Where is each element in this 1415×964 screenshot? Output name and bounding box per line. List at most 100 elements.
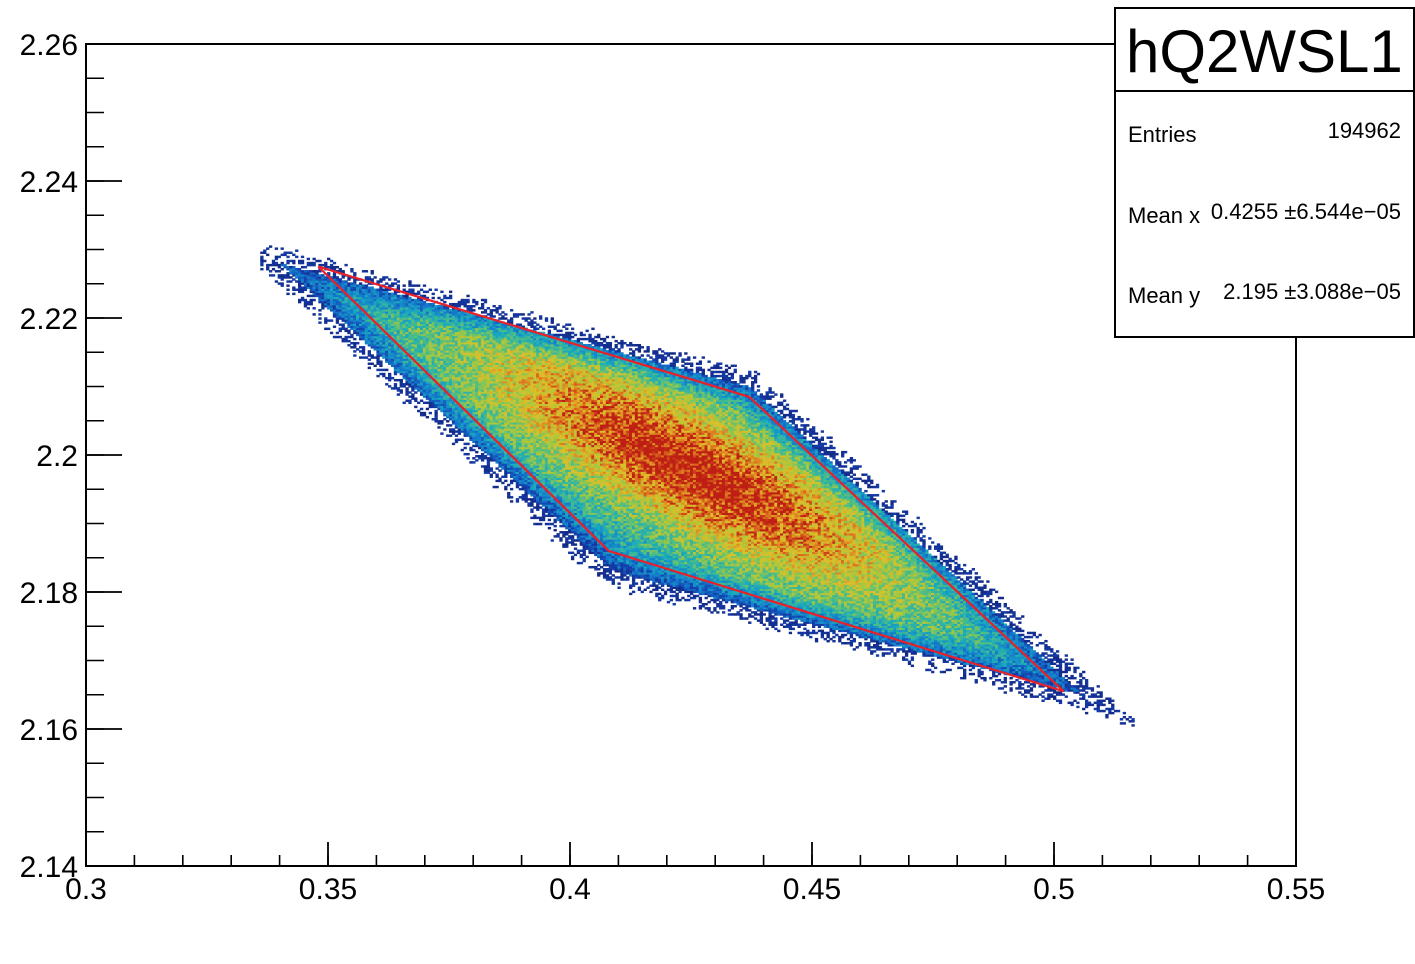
heatmap-cell: [495, 381, 499, 384]
heatmap-cell: [408, 344, 412, 347]
heatmap-cell: [515, 313, 520, 316]
heatmap-cell: [451, 418, 456, 421]
heatmap-cell: [469, 418, 473, 421]
heatmap-cell: [440, 368, 444, 372]
heatmap-cell: [396, 350, 401, 353]
heatmap-cell: [437, 385, 441, 388]
heatmap-cell: [428, 385, 432, 388]
heatmap-cell: [469, 362, 473, 365]
heatmap-cell: [469, 370, 473, 374]
heatmap-cell: [469, 356, 473, 359]
heatmap-cell: [367, 300, 371, 304]
heatmap-cell: [463, 422, 467, 425]
heatmap-cell: [341, 276, 345, 279]
heatmap-cell: [483, 436, 488, 439]
heatmap-cell: [361, 348, 366, 351]
heatmap-cell: [422, 356, 427, 359]
heatmap-cell: [329, 276, 334, 279]
heatmap-cell: [315, 259, 319, 263]
heatmap-cell: [425, 323, 430, 326]
heatmap-cell: [376, 307, 380, 310]
heatmap-cell: [367, 335, 371, 339]
heatmap-cell: [466, 457, 470, 460]
heatmap-cell: [486, 403, 491, 407]
heatmap-cell: [309, 261, 313, 265]
heatmap-cell: [478, 403, 482, 407]
heatmap-cell: [417, 284, 421, 287]
heatmap-cell: [489, 311, 493, 314]
heatmap-cell: [486, 358, 491, 361]
heatmap-cell: [443, 366, 447, 370]
heatmap-cell: [405, 321, 409, 324]
heatmap-cell: [428, 383, 432, 386]
heatmap-cell: [393, 352, 398, 355]
heatmap-cell: [376, 280, 380, 283]
heatmap-cell: [463, 401, 467, 405]
heatmap-cell: [353, 274, 357, 277]
heatmap-cell: [274, 261, 279, 265]
heatmap-cell: [460, 311, 464, 314]
heatmap-cell: [431, 374, 435, 378]
heatmap-cell: [446, 389, 450, 392]
heatmap-cell: [475, 358, 479, 361]
heatmap-cell: [271, 274, 276, 277]
heatmap-cell: [425, 329, 430, 333]
heatmap-cell: [419, 374, 424, 378]
heatmap-cell: [422, 290, 427, 294]
heatmap-cell: [504, 401, 508, 405]
heatmap-cell: [475, 321, 479, 324]
heatmap-cell: [347, 325, 351, 328]
heatmap-cell: [358, 350, 363, 353]
heatmap-cell: [373, 346, 377, 349]
heatmap-cell: [353, 282, 357, 285]
heatmap-cell: [463, 397, 467, 400]
heatmap-cell: [422, 385, 427, 388]
heatmap-cell: [431, 370, 435, 374]
heatmap-cell: [425, 313, 430, 316]
heatmap-cell: [332, 290, 337, 294]
heatmap-cell: [437, 362, 441, 365]
heatmap-cell: [492, 323, 496, 326]
heatmap-cell: [388, 356, 392, 359]
heatmap-cell: [414, 385, 418, 388]
heatmap-cell: [472, 389, 476, 392]
heatmap-cell: [478, 432, 482, 435]
heatmap-cell: [405, 383, 409, 386]
heatmap-cell: [361, 298, 366, 302]
heatmap-cell: [318, 292, 322, 296]
heatmap-cell: [492, 450, 496, 454]
heatmap-cell: [411, 329, 415, 333]
heatmap-cell: [486, 459, 491, 462]
heatmap-cell: [379, 341, 383, 345]
heatmap-cell: [451, 368, 456, 372]
heatmap-cell: [457, 401, 462, 405]
heatmap-cell: [408, 350, 412, 353]
heatmap-cell: [356, 307, 360, 310]
heatmap-cell: [434, 358, 438, 361]
heatmap-cell: [460, 393, 464, 396]
heatmap-cell: [417, 352, 421, 355]
heatmap-cell: [507, 494, 511, 497]
heatmap-cell: [399, 327, 403, 331]
heatmap-cell: [463, 368, 467, 372]
heatmap-cell: [489, 335, 493, 339]
heatmap-cell: [341, 317, 345, 320]
heatmap-cell: [469, 348, 473, 351]
heatmap-cell: [370, 304, 374, 308]
heatmap-cell: [536, 327, 540, 331]
heatmap-cell: [536, 323, 540, 326]
heatmap-cell: [495, 327, 499, 331]
heatmap-cell: [373, 307, 377, 310]
heatmap-cell: [498, 385, 502, 388]
heatmap-cell: [434, 401, 438, 405]
heatmap-cell: [431, 399, 435, 402]
heatmap-cell: [486, 440, 491, 444]
heatmap-cell: [449, 325, 453, 328]
heatmap-cell: [460, 385, 464, 388]
heatmap-cell: [501, 337, 505, 341]
heatmap-cell: [332, 292, 337, 296]
heatmap-cell: [425, 290, 430, 294]
heatmap-cell: [443, 362, 447, 365]
heatmap-cell: [271, 263, 276, 267]
heatmap-cell: [417, 331, 421, 335]
